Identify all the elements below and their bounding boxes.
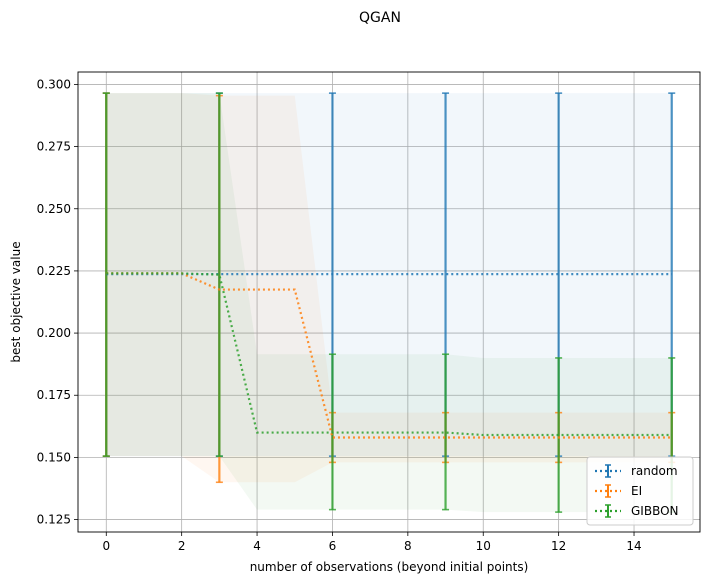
x-tick-label: 10 bbox=[476, 539, 491, 553]
y-tick-label: 0.125 bbox=[37, 513, 71, 527]
line-gibbon bbox=[106, 272, 672, 437]
x-tick-label: 14 bbox=[626, 539, 641, 553]
x-tick-label: 8 bbox=[404, 539, 412, 553]
y-tick-label: 0.250 bbox=[37, 202, 71, 216]
x-tick-label: 4 bbox=[253, 539, 261, 553]
confidence-bands bbox=[106, 93, 672, 513]
band-gibbon bbox=[106, 93, 672, 513]
legend: random EI GIBBON bbox=[586, 456, 694, 526]
x-tick-label: 0 bbox=[102, 539, 110, 553]
y-tick-label: 0.225 bbox=[37, 264, 71, 278]
legend-label-ei: EI bbox=[631, 484, 642, 498]
axis-ticks: 0 2 4 6 8 10 12 14 0.125 0.150 0.175 0.200 0.225 0.25… bbox=[37, 77, 642, 553]
x-axis-label: number of observations (beyond initial p… bbox=[250, 560, 529, 574]
y-tick-label: 0.275 bbox=[37, 140, 71, 154]
y-tick-label: 0.175 bbox=[37, 388, 71, 402]
grid bbox=[78, 72, 700, 532]
plot-frame bbox=[77, 71, 701, 533]
y-axis-label: best objective value bbox=[9, 241, 23, 362]
band-random bbox=[106, 93, 672, 457]
chart-title: QGAN bbox=[359, 10, 401, 26]
legend-label-random: random bbox=[631, 464, 678, 478]
line-ei bbox=[106, 272, 672, 439]
y-tick-label: 0.150 bbox=[37, 450, 71, 464]
legend-label-gibbon: GIBBON bbox=[631, 504, 679, 518]
x-tick-label: 12 bbox=[551, 539, 566, 553]
mean-lines bbox=[106, 272, 672, 439]
x-tick-label: 2 bbox=[178, 539, 186, 553]
y-tick-label: 0.200 bbox=[37, 326, 71, 340]
y-tick-label: 0.300 bbox=[37, 77, 71, 91]
x-tick-label: 6 bbox=[329, 539, 337, 553]
legend-frame bbox=[586, 456, 694, 526]
band-ei bbox=[106, 93, 672, 483]
